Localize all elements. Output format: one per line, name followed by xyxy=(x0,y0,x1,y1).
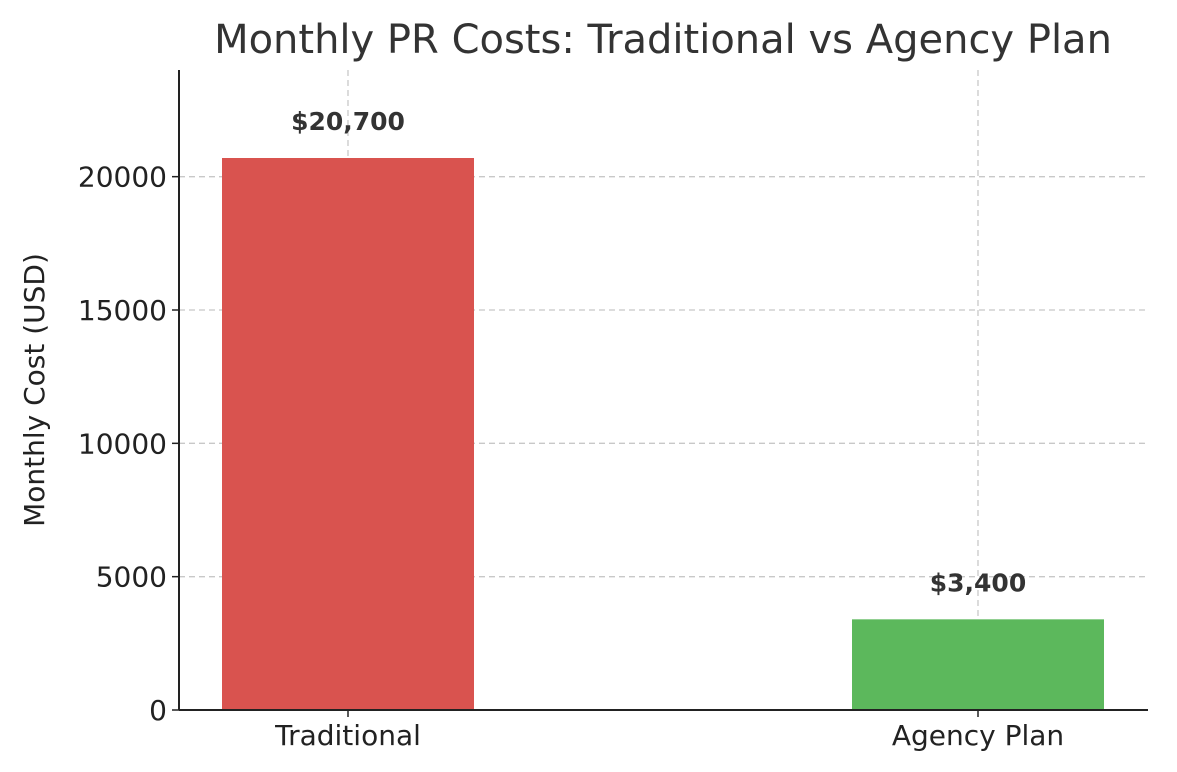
x-tick-label: Agency Plan xyxy=(892,719,1064,752)
y-tick-label: 5000 xyxy=(96,561,167,594)
bar-value-label: $20,700 xyxy=(291,107,405,136)
chart-title: Monthly PR Costs: Traditional vs Agency … xyxy=(214,17,1112,63)
bar-agency-plan xyxy=(852,619,1104,710)
data-labels: $20,700 $3,400 xyxy=(291,107,1026,597)
y-tick-label: 0 xyxy=(149,694,167,727)
y-tick-label: 10000 xyxy=(78,427,167,460)
bars xyxy=(222,158,1104,710)
y-tick-label: 15000 xyxy=(78,294,167,327)
y-ticks: 0 5000 10000 15000 20000 xyxy=(78,161,179,727)
y-axis-label: Monthly Cost (USD) xyxy=(18,253,51,527)
x-ticks: Traditional Agency Plan xyxy=(274,710,1064,752)
bar-traditional xyxy=(222,158,474,710)
y-tick-label: 20000 xyxy=(78,161,167,194)
x-tick-label: Traditional xyxy=(274,719,421,752)
bar-value-label: $3,400 xyxy=(930,568,1026,597)
